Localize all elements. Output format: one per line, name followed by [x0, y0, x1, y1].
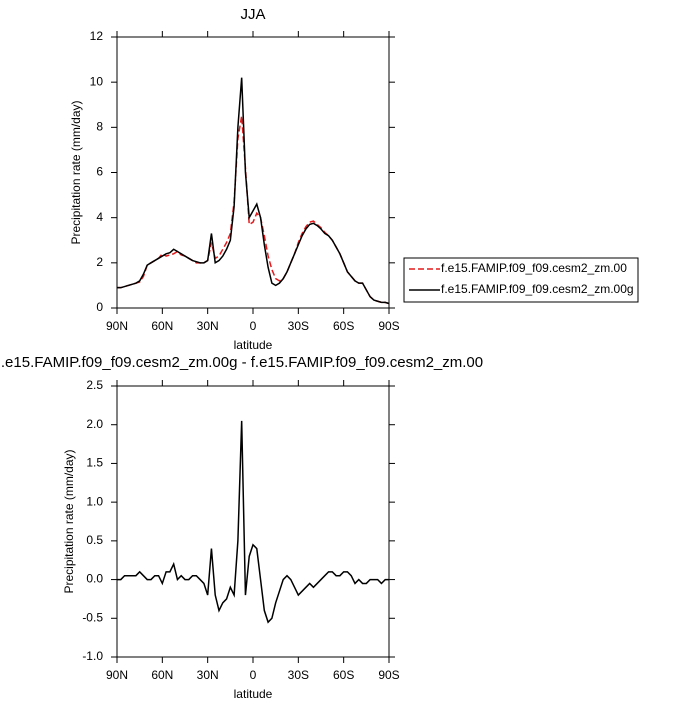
chart-title: JJA	[240, 6, 265, 23]
y-tick-label: 0	[96, 300, 103, 314]
series-line	[117, 77, 390, 305]
legend-label: f.e15.FAMIP.f09_f09.cesm2_zm.00g	[441, 282, 634, 296]
x-tick-label: 90S	[378, 319, 399, 333]
x-tick-label: 90S	[378, 668, 399, 682]
x-axis-label: latitude	[234, 338, 273, 352]
legend-box	[403, 257, 639, 303]
legend-label: f.e15.FAMIP.f09_f09.cesm2_zm.00	[441, 261, 627, 275]
x-tick-label: 60S	[333, 319, 354, 333]
y-tick-label: 8	[96, 120, 103, 134]
y-tick-label: 10	[90, 74, 104, 88]
x-tick-label: 30N	[197, 668, 219, 682]
y-axis-label: Precipitation rate (mm/day)	[69, 100, 83, 244]
y-tick-label: -0.5	[82, 610, 103, 624]
y-tick-label: 4	[96, 210, 103, 224]
x-tick-label: 90N	[106, 668, 128, 682]
y-tick-label: 0.5	[86, 533, 103, 547]
x-tick-label: 60S	[333, 668, 354, 682]
plot-frame	[116, 385, 390, 658]
x-tick-label: 0	[250, 319, 257, 333]
chart-title: .e15.FAMIP.f09_f09.cesm2_zm.00g - f.e15.…	[1, 354, 483, 371]
y-tick-label: -1.0	[82, 649, 103, 663]
y-tick-label: 1.0	[86, 494, 103, 508]
y-tick-label: 0.0	[86, 572, 103, 586]
y-tick-label: 6	[96, 165, 103, 179]
y-tick-label: 2.0	[86, 417, 103, 431]
x-tick-label: 30S	[288, 668, 309, 682]
y-tick-label: 1.5	[86, 456, 103, 470]
x-tick-label: 0	[250, 668, 257, 682]
x-tick-label: 30S	[288, 319, 309, 333]
y-tick-label: 2.5	[86, 378, 103, 392]
plot-frame	[116, 36, 390, 309]
y-tick-label: 12	[90, 29, 104, 43]
x-tick-label: 90N	[106, 319, 128, 333]
y-axis-label: Precipitation rate (mm/day)	[62, 449, 76, 593]
x-tick-label: 60N	[151, 319, 173, 333]
y-tick-label: 2	[96, 255, 103, 269]
x-tick-label: 30N	[197, 319, 219, 333]
x-tick-label: 60N	[151, 668, 173, 682]
series-line	[117, 420, 389, 624]
x-axis-label: latitude	[234, 687, 273, 701]
